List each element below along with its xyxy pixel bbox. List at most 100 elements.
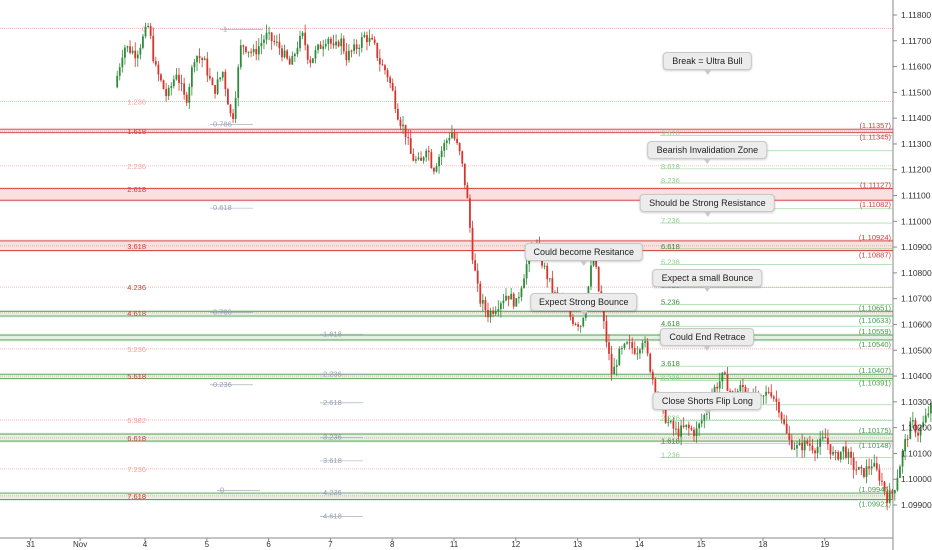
bullish-candle (626, 342, 628, 344)
bullish-candle (252, 48, 255, 53)
bearish-candle (206, 58, 209, 76)
bullish-candle (698, 423, 701, 429)
bearish-candle (716, 386, 719, 389)
bullish-candle (239, 45, 242, 68)
bullish-candle (291, 56, 294, 65)
annotation-callout: Break = Ultra Bull (663, 51, 752, 75)
bearish-candle (602, 306, 605, 322)
bearish-candle (726, 373, 729, 391)
bullish-candle (188, 86, 191, 103)
bearish-candle (651, 371, 654, 380)
bullish-candle (620, 348, 623, 350)
price-tick-label: 1.10900 (901, 242, 932, 252)
price-tick-label: 1.09900 (901, 500, 932, 510)
bearish-candle (860, 466, 863, 469)
bearish-candle (366, 35, 368, 43)
zone-price-tag: (1.10540) (859, 340, 892, 349)
retracement-label: 2.618 (323, 398, 342, 407)
bullish-candle (317, 44, 319, 51)
fib-extension-label: 7.618 (127, 492, 146, 501)
bullish-candle (667, 422, 670, 424)
time-tick-label: 13 (573, 540, 582, 549)
bullish-candle (718, 381, 721, 389)
bearish-candle (788, 433, 791, 440)
bullish-candle (435, 166, 438, 172)
bearish-candle (778, 401, 780, 413)
bullish-candle (363, 35, 366, 38)
annotation-callout: Bearish Invalidation Zone (647, 141, 768, 165)
bearish-candle (484, 299, 487, 310)
price-tick-label: 1.10200 (901, 423, 932, 433)
bullish-candle (234, 97, 237, 119)
zone-price-tag: (1.09946) (859, 485, 892, 494)
bearish-candle (384, 65, 386, 71)
fib-projection-label: 1.618 (661, 437, 680, 446)
bearish-candle (742, 384, 744, 388)
bearish-candle (404, 124, 407, 138)
bullish-candle (322, 46, 325, 49)
bearish-candle (420, 157, 422, 161)
bearish-candle (824, 437, 827, 439)
bearish-candle (744, 387, 747, 394)
bearish-candle (687, 424, 690, 429)
bullish-candle (417, 157, 420, 160)
bearish-candle (129, 46, 131, 53)
bearish-candle (378, 57, 381, 65)
bullish-candle (713, 386, 716, 396)
bearish-candle (881, 480, 883, 482)
bullish-candle (502, 300, 505, 304)
bullish-candle (762, 395, 765, 397)
price-tick-label: 1.10500 (901, 345, 932, 355)
bullish-candle (700, 420, 703, 424)
bullish-candle (296, 48, 299, 55)
bearish-candle (456, 138, 458, 144)
bearish-candle (628, 342, 631, 344)
fib-projection-label: 3.618 (661, 359, 680, 368)
price-tick-label: 1.11400 (901, 113, 931, 123)
bearish-candle (654, 379, 657, 395)
retracement-label: 0.236 (213, 380, 232, 389)
fib-extension-label: 6.382 (127, 416, 146, 425)
bullish-candle (221, 71, 224, 78)
fib-projection-label: 8.618 (661, 162, 680, 171)
fib-projection-label: 6.618 (661, 242, 680, 251)
bullish-candle (327, 38, 330, 44)
bullish-candle (402, 124, 404, 127)
bullish-candle (924, 415, 927, 423)
bullish-candle (126, 46, 129, 48)
bullish-candle (116, 75, 119, 88)
bearish-candle (863, 468, 865, 477)
bullish-candle (314, 50, 317, 59)
bearish-candle (466, 185, 469, 199)
bullish-candle (548, 278, 551, 280)
bullish-candle (170, 86, 173, 88)
bearish-candle (458, 143, 461, 152)
bullish-candle (167, 87, 170, 96)
price-tick-label: 1.11800 (901, 10, 931, 20)
bullish-candle (922, 422, 925, 427)
fib-extension-label: 7.236 (127, 465, 146, 474)
bearish-candle (330, 38, 332, 44)
zone-price-tag: (1.10175) (859, 426, 892, 435)
bearish-candle (808, 443, 811, 446)
bullish-candle (669, 421, 672, 423)
bearish-candle (690, 428, 693, 430)
support-zone (0, 309, 893, 318)
bullish-candle (268, 32, 271, 34)
zone-price-tag: (1.09921) (859, 500, 892, 509)
bearish-candle (154, 61, 157, 65)
time-tick-label: 19 (820, 540, 829, 549)
bearish-candle (134, 50, 137, 59)
bearish-candle (569, 309, 572, 318)
bullish-candle (579, 326, 582, 328)
bearish-candle (255, 48, 258, 55)
bearish-candle (430, 152, 433, 169)
bearish-candle (845, 446, 847, 458)
bearish-candle (337, 41, 340, 47)
bearish-candle (376, 42, 379, 58)
bearish-candle (433, 168, 435, 172)
annotation-callout: Expect Strong Bounce (529, 292, 638, 316)
bullish-candle (139, 47, 142, 55)
plot-background (0, 0, 893, 538)
fib-projection-label: 1.236 (661, 451, 680, 460)
